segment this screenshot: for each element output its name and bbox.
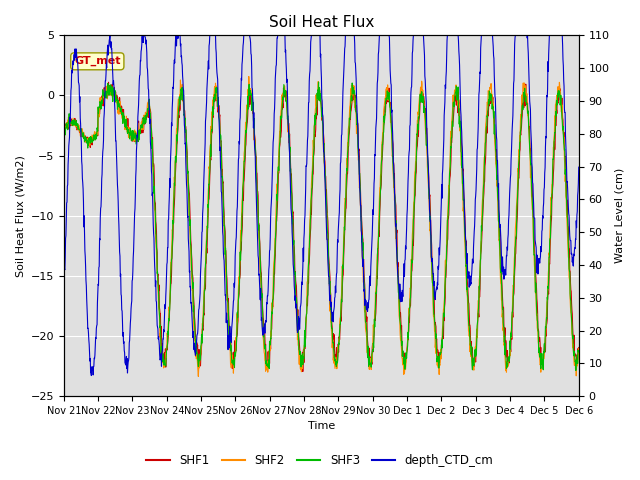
X-axis label: Time: Time	[308, 421, 335, 432]
Legend: SHF1, SHF2, SHF3, depth_CTD_cm: SHF1, SHF2, SHF3, depth_CTD_cm	[142, 449, 498, 472]
Y-axis label: Soil Heat Flux (W/m2): Soil Heat Flux (W/m2)	[15, 155, 25, 276]
Text: GT_met: GT_met	[74, 56, 120, 66]
Y-axis label: Water Level (cm): Water Level (cm)	[615, 168, 625, 264]
Title: Soil Heat Flux: Soil Heat Flux	[269, 15, 374, 30]
